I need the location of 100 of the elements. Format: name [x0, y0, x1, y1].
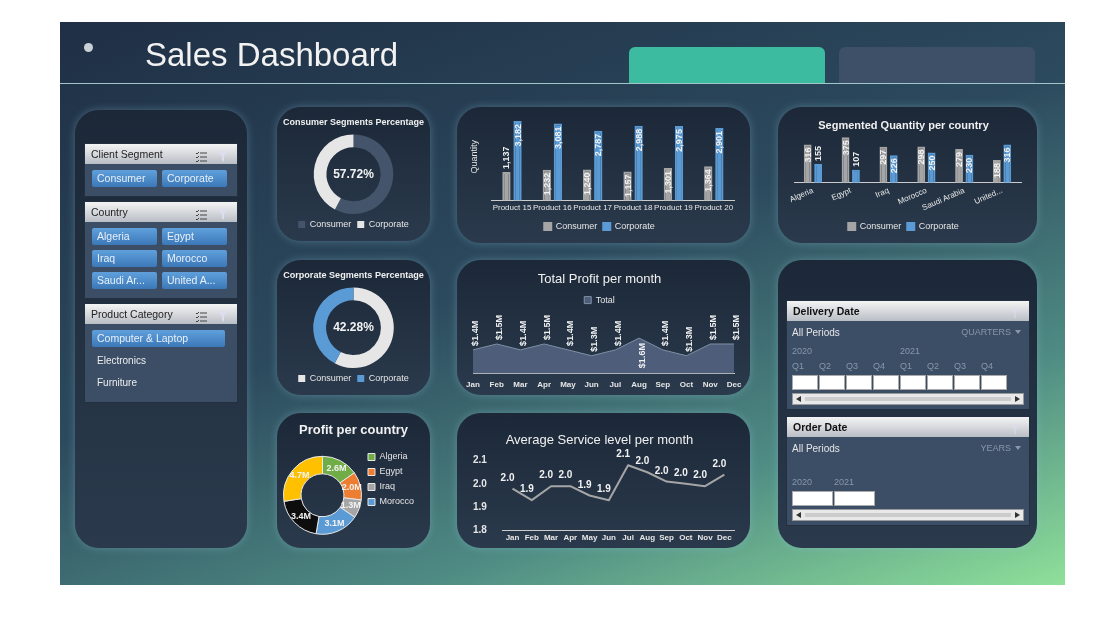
text: Q3 — [954, 361, 967, 371]
data-label: 2,988 — [633, 128, 644, 152]
data-label: 2.0 — [712, 457, 727, 469]
data-label: 250 — [926, 155, 937, 171]
data-label: 279 — [954, 151, 965, 167]
data-label: 3.1M — [324, 517, 345, 528]
text: 57.72% — [333, 166, 375, 181]
chart-title: Corporate Segments Percentage — [283, 270, 424, 281]
x-tick-label: Jan — [466, 380, 480, 390]
data-label: $1.4M — [517, 320, 528, 346]
data-label: $1.5M — [707, 314, 718, 340]
data-label: 1,240 — [582, 172, 593, 195]
x-tick-label: Nov — [702, 380, 719, 390]
text: Algeria — [92, 228, 157, 245]
data-label: 2,975 — [674, 129, 684, 152]
x-tick-label: Oct — [679, 533, 693, 543]
x-tick-label: Product 20 — [694, 203, 734, 213]
text: All Periods — [792, 327, 840, 338]
data-label: 2.6M — [326, 462, 347, 473]
x-tick-label: Iraq — [874, 185, 891, 200]
data-label: 2,787 — [593, 133, 604, 157]
x-tick-label: Feb — [489, 380, 504, 390]
data-label: 316 — [1002, 147, 1013, 163]
text: Q1 — [792, 361, 805, 371]
legend-label: Iraq — [379, 481, 396, 492]
x-tick-label: Aug — [631, 380, 647, 390]
text: 2020 — [792, 346, 813, 356]
y-tick-label: 2.0 — [473, 477, 488, 489]
text: Q4 — [873, 361, 886, 371]
data-label: 4.7M — [289, 470, 310, 481]
data-label: 1.3M — [340, 500, 361, 511]
text: Q2 — [927, 361, 940, 371]
x-tick-label: Jul — [622, 533, 634, 543]
data-label: $1.3M — [684, 326, 695, 352]
text: Saudi Ar... — [92, 272, 157, 289]
x-tick-label: Dec — [717, 533, 733, 543]
text: United A... — [162, 272, 227, 289]
legend-label: Corporate — [614, 220, 655, 231]
data-label: 1,301 — [662, 170, 673, 194]
x-tick-label: Algeria — [788, 185, 816, 205]
data-label: 1.9 — [519, 483, 535, 495]
chart-title: Average Service level per month — [505, 432, 694, 448]
text: Corporate — [162, 170, 227, 187]
data-label: 1,364 — [703, 169, 714, 192]
x-tick-label: Egypt — [830, 185, 854, 203]
text: Client Segment — [85, 144, 237, 164]
text: Morocco — [162, 250, 227, 267]
data-label: 155 — [813, 145, 824, 161]
text: Q4 — [981, 361, 994, 371]
x-tick-label: May — [581, 533, 598, 543]
data-label: $1.4M — [470, 320, 481, 346]
data-label: 1,157 — [622, 174, 633, 198]
legend-label: Egypt — [379, 466, 403, 477]
data-label: $1.6M — [636, 343, 647, 369]
text: Computer & Laptop — [92, 330, 225, 347]
data-label: 1,137 — [501, 146, 512, 170]
text: Country — [85, 202, 237, 222]
data-label: 2.1 — [616, 448, 631, 460]
text: Furniture — [96, 376, 138, 390]
text: 42.28% — [333, 320, 375, 335]
legend-label: Corporate — [368, 218, 409, 229]
text: Delivery Date — [787, 301, 1029, 321]
text: Egypt — [162, 228, 227, 245]
legend-label: Consumer — [859, 220, 902, 231]
data-label: 226 — [888, 158, 899, 174]
data-label: 297 — [878, 149, 889, 165]
text: Iraq — [92, 250, 157, 267]
text: Consumer — [92, 170, 157, 187]
data-label: 375 — [840, 140, 851, 156]
data-label: 2.0 — [500, 471, 515, 483]
text: Product Category — [85, 304, 237, 324]
x-tick-label: Apr — [537, 380, 552, 390]
data-label: 2.0 — [693, 469, 708, 481]
text: 2020 — [792, 477, 813, 487]
data-label: 2.0 — [558, 469, 573, 481]
x-tick-label: Mar — [513, 380, 528, 390]
data-label: 107 — [850, 151, 861, 167]
x-tick-label: Oct — [679, 380, 694, 390]
text: Sales Dashboard — [145, 36, 399, 74]
x-tick-label: Dec — [726, 380, 742, 390]
data-label: 1.9 — [577, 478, 592, 490]
text: 2021 — [834, 477, 855, 487]
legend-label: Total — [595, 294, 615, 305]
text: YEARS — [980, 443, 1011, 453]
text: Q1 — [900, 361, 913, 371]
data-label: 2.0 — [673, 466, 689, 478]
x-tick-label: Nov — [697, 533, 714, 543]
data-label: $1.5M — [494, 314, 505, 340]
y-tick-label: 2.1 — [473, 454, 488, 466]
legend-label: Corporate — [918, 220, 959, 231]
legend-label: Consumer — [309, 372, 352, 383]
text: Order Date — [787, 417, 1029, 437]
y-tick-label: 1.8 — [473, 524, 488, 536]
x-tick-label: Product 16 — [533, 203, 573, 213]
chart-title: Consumer Segments Percentage — [283, 117, 424, 128]
data-label: 188 — [991, 162, 1002, 178]
text: Q2 — [819, 361, 832, 371]
data-label: 2.0 — [635, 455, 650, 467]
text: QUARTERS — [961, 327, 1011, 337]
x-tick-label: Sep — [659, 533, 675, 543]
